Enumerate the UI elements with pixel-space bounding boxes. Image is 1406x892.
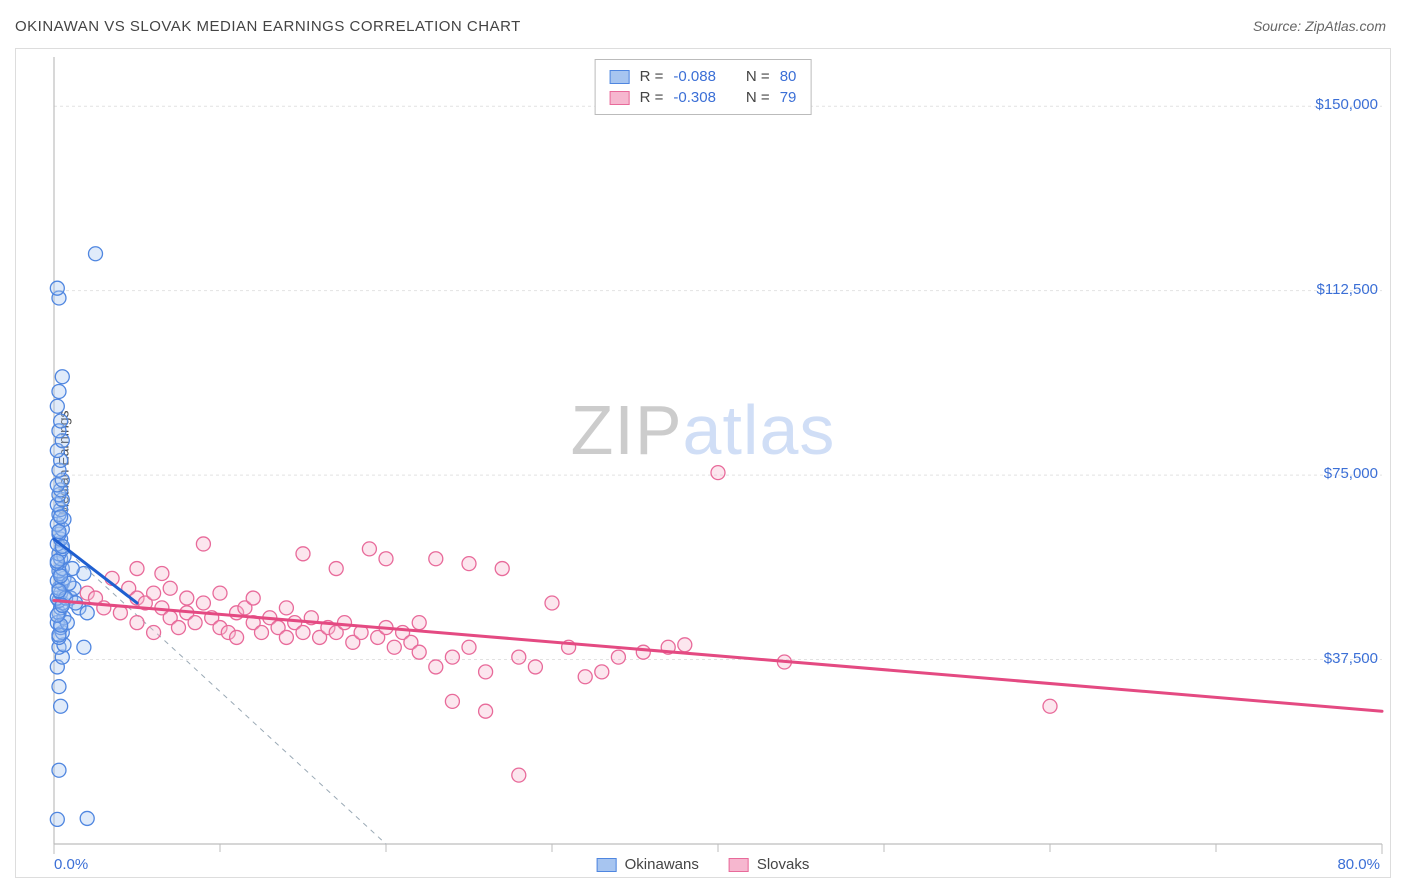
r-value-okinawans: -0.088: [673, 68, 716, 85]
source-prefix: Source:: [1253, 18, 1305, 34]
legend-label-okinawans: Okinawans: [625, 856, 699, 873]
n-value-okinawans: 80: [780, 68, 797, 85]
legend-item-okinawans: Okinawans: [597, 856, 699, 873]
r-value-slovaks: -0.308: [673, 89, 716, 106]
chart-title: OKINAWAN VS SLOVAK MEDIAN EARNINGS CORRE…: [15, 18, 521, 35]
series-legend: Okinawans Slovaks: [597, 856, 810, 873]
source-name: ZipAtlas.com: [1305, 18, 1386, 34]
x-tick-label: 80.0%: [1337, 856, 1380, 873]
legend-label-slovaks: Slovaks: [757, 856, 810, 873]
swatch-slovaks: [610, 91, 630, 105]
n-value-slovaks: 79: [780, 89, 797, 106]
y-tick-label: $112,500: [1317, 281, 1378, 298]
swatch-okinawans: [597, 858, 617, 872]
r-label: R =: [640, 89, 664, 106]
y-tick-label: $150,000: [1315, 96, 1378, 113]
swatch-slovaks: [729, 858, 749, 872]
scatter-plot: [16, 49, 1392, 879]
n-label: N =: [746, 89, 770, 106]
y-tick-label: $75,000: [1324, 465, 1378, 482]
y-tick-label: $37,500: [1324, 650, 1378, 667]
r-label: R =: [640, 68, 664, 85]
x-tick-label: 0.0%: [54, 856, 88, 873]
legend-row-slovaks: R = -0.308 N = 79: [610, 87, 797, 108]
legend-item-slovaks: Slovaks: [729, 856, 810, 873]
swatch-okinawans: [610, 70, 630, 84]
correlation-legend: R = -0.088 N = 80 R = -0.308 N = 79: [595, 59, 812, 115]
chart-container: Median Earnings ZIPatlas R = -0.088 N = …: [15, 48, 1391, 878]
source-attribution: Source: ZipAtlas.com: [1253, 18, 1386, 34]
n-label: N =: [746, 68, 770, 85]
header: OKINAWAN VS SLOVAK MEDIAN EARNINGS CORRE…: [0, 0, 1406, 40]
legend-row-okinawans: R = -0.088 N = 80: [610, 66, 797, 87]
